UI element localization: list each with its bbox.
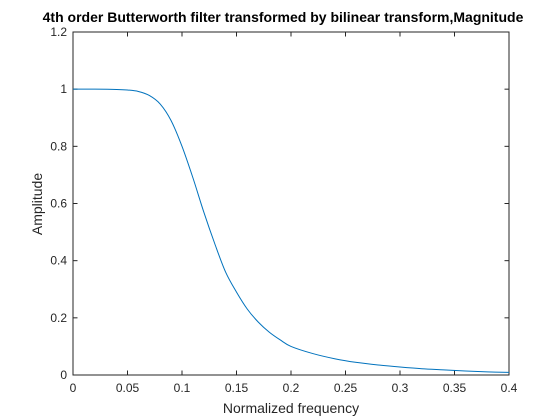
x-tick-label: 0.35 bbox=[443, 381, 467, 395]
y-tick-label: 0.2 bbox=[50, 311, 67, 325]
x-tick-label: 0.3 bbox=[392, 381, 409, 395]
x-tick-label: 0.05 bbox=[116, 381, 140, 395]
y-tick-label: 1.2 bbox=[50, 25, 67, 39]
plot-area bbox=[72, 31, 510, 376]
x-tick-label: 0.1 bbox=[174, 381, 191, 395]
x-axis-label: Normalized frequency bbox=[223, 400, 359, 416]
y-axis-label: Amplitude bbox=[29, 173, 45, 235]
x-tick-label: 0 bbox=[70, 381, 77, 395]
x-tick-label: 0.4 bbox=[501, 381, 518, 395]
chart-title: 4th order Butterworth filter transformed… bbox=[43, 9, 524, 25]
x-tick-label: 0.2 bbox=[283, 381, 300, 395]
x-tick-label: 0.25 bbox=[334, 381, 358, 395]
y-tick-label: 0.8 bbox=[50, 139, 67, 153]
y-tick-label: 0 bbox=[60, 368, 67, 382]
y-tick-label: 0.6 bbox=[50, 197, 67, 211]
series-line-magnitude bbox=[72, 88, 510, 373]
y-tick-label: 1 bbox=[60, 82, 67, 96]
y-tick-label: 0.4 bbox=[50, 254, 67, 268]
x-tick-label: 0.15 bbox=[225, 381, 249, 395]
